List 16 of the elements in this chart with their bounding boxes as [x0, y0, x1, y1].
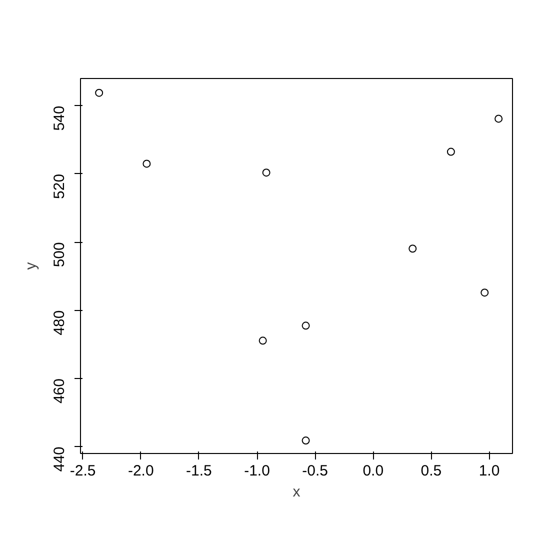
x-tick-label: 0.0 — [362, 462, 384, 480]
y-tick-label: 440 — [51, 446, 68, 472]
x-tick-label: -0.5 — [302, 462, 328, 480]
x-tick-label: -2.5 — [70, 462, 96, 480]
x-axis-title: x — [292, 484, 301, 500]
x-tick-label: 1.0 — [478, 462, 500, 480]
y-tick-label: 480 — [51, 310, 68, 336]
x-tick-label: -2.0 — [128, 462, 154, 480]
x-tick-label: 0.5 — [420, 462, 442, 480]
y-tick-label: 460 — [51, 378, 68, 404]
x-tick-label: -1.0 — [244, 462, 270, 480]
y-tick-label: 520 — [51, 174, 68, 199]
y-tick-label: 540 — [51, 106, 68, 131]
y-tick-label: 500 — [51, 242, 68, 268]
x-tick-label: -1.5 — [186, 462, 212, 480]
y-axis-title: y — [22, 262, 40, 270]
